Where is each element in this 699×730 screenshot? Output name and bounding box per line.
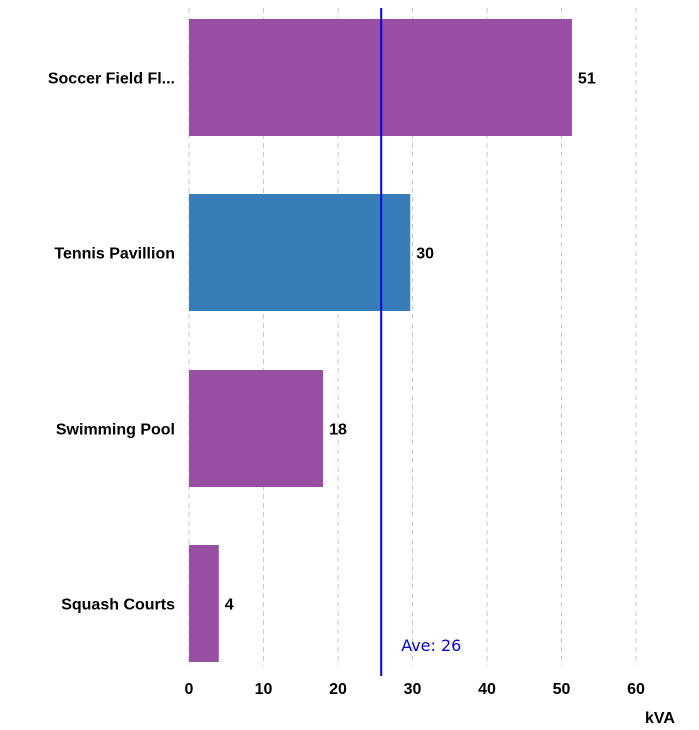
bar-value-label-1: 30: [416, 246, 434, 263]
category-label-3: Squash Courts: [61, 597, 175, 614]
category-label-2: Swimming Pool: [56, 422, 175, 439]
category-label-1: Tennis Pavillion: [54, 246, 175, 263]
bar-2[interactable]: [189, 370, 324, 487]
bar-value-label-0: 51: [578, 71, 596, 88]
bar-value-label-3: 4: [225, 597, 234, 614]
x-tick-label-20: 20: [329, 681, 347, 698]
bar-value-label-2: 18: [329, 422, 347, 439]
x-tick-label-10: 10: [255, 681, 273, 698]
x-tick-label-0: 0: [185, 681, 194, 698]
bar-3[interactable]: [189, 545, 219, 662]
x-tick-label-30: 30: [404, 681, 422, 698]
reference-line-layer: Ave: 26: [380, 8, 461, 676]
bar-1[interactable]: [189, 194, 411, 311]
x-tick-label-40: 40: [478, 681, 496, 698]
label-layer: 0 10 20 30 40 50 60 51 Soccer Field Fl... 30 Tenni…: [48, 71, 645, 699]
category-label-0: Soccer Field Fl...: [48, 71, 175, 88]
average-reference-label: Ave: 26: [401, 636, 461, 655]
x-axis-unit-label: kVA: [645, 710, 675, 727]
x-tick-label-50: 50: [553, 681, 571, 698]
x-tick-label-60: 60: [627, 681, 645, 698]
